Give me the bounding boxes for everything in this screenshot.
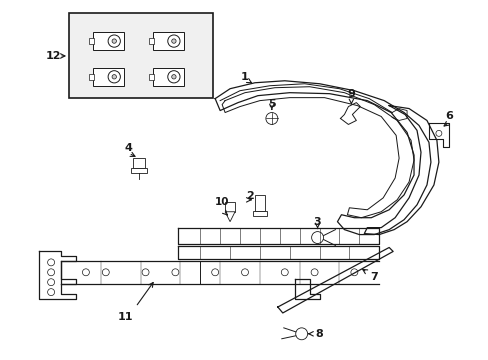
Text: 7: 7 xyxy=(369,272,377,282)
Bar xyxy=(153,68,183,86)
Bar xyxy=(89,38,94,44)
Bar xyxy=(132,158,144,168)
Circle shape xyxy=(112,39,116,43)
Text: 12: 12 xyxy=(45,51,61,61)
Text: 1: 1 xyxy=(241,72,248,82)
Bar xyxy=(254,195,264,211)
Circle shape xyxy=(171,39,176,43)
Text: 4: 4 xyxy=(124,143,132,153)
Circle shape xyxy=(108,35,120,47)
Text: 5: 5 xyxy=(267,99,275,109)
Circle shape xyxy=(281,269,287,276)
Circle shape xyxy=(311,231,323,243)
Circle shape xyxy=(108,71,120,83)
Circle shape xyxy=(102,269,109,276)
Circle shape xyxy=(172,269,179,276)
Bar xyxy=(93,32,124,50)
Circle shape xyxy=(435,130,441,136)
Bar xyxy=(93,68,124,86)
Circle shape xyxy=(171,75,176,79)
Circle shape xyxy=(47,269,55,276)
Text: 11: 11 xyxy=(118,312,133,322)
Text: 8: 8 xyxy=(315,329,323,339)
Circle shape xyxy=(167,35,180,47)
Circle shape xyxy=(47,289,55,296)
Circle shape xyxy=(142,269,149,276)
Bar xyxy=(69,13,213,98)
Text: 2: 2 xyxy=(245,191,253,201)
Bar xyxy=(153,32,183,50)
Circle shape xyxy=(350,269,357,276)
Circle shape xyxy=(295,328,307,340)
Text: 3: 3 xyxy=(313,217,321,227)
Circle shape xyxy=(47,279,55,286)
Circle shape xyxy=(265,113,277,125)
Bar xyxy=(130,168,146,173)
Polygon shape xyxy=(224,212,235,222)
Text: 6: 6 xyxy=(444,111,452,121)
Bar xyxy=(252,211,266,216)
Circle shape xyxy=(211,269,218,276)
Bar xyxy=(89,73,94,80)
Circle shape xyxy=(112,75,116,79)
Circle shape xyxy=(167,71,180,83)
Circle shape xyxy=(82,269,89,276)
Circle shape xyxy=(241,269,248,276)
Bar xyxy=(148,73,153,80)
Circle shape xyxy=(310,269,317,276)
Bar xyxy=(148,38,153,44)
Bar xyxy=(224,202,235,212)
Circle shape xyxy=(47,259,55,266)
Text: 10: 10 xyxy=(214,197,229,207)
Text: 9: 9 xyxy=(347,89,355,99)
